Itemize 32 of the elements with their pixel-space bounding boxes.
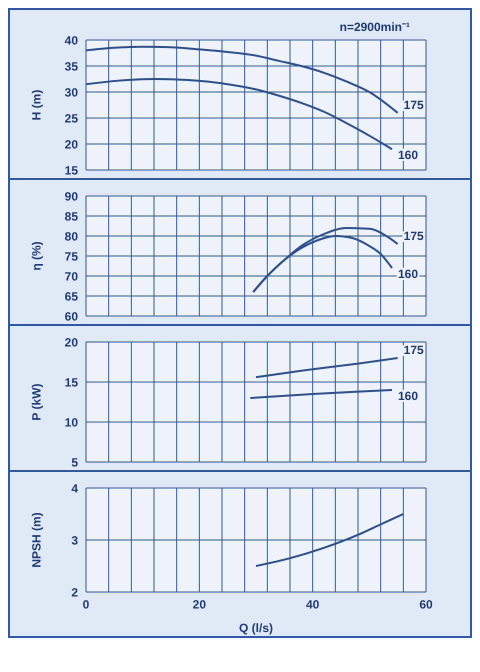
- x-tick-label: 40: [306, 598, 320, 612]
- y-tick-label: 4: [71, 481, 78, 496]
- y-tick-label: 60: [64, 309, 78, 324]
- y-tick-label: 10: [64, 415, 78, 430]
- y-tick-label: 3: [71, 533, 78, 548]
- y-tick-label: 15: [64, 375, 78, 390]
- x-tick-label: 60: [419, 598, 433, 612]
- x-tick-label: 20: [192, 598, 206, 612]
- y-tick-label: 15: [64, 163, 78, 178]
- y-axis-title: η (%): [29, 241, 44, 271]
- y-axis-title: P (kW): [29, 383, 44, 421]
- y-tick-label: 65: [64, 289, 78, 304]
- text: n=2900min⁻¹: [340, 19, 410, 35]
- y-tick-label: 70: [64, 269, 78, 284]
- y-tick-label: 2: [71, 585, 78, 600]
- y-tick-label: 25: [64, 111, 78, 126]
- y-tick-label: 20: [64, 335, 78, 350]
- y-tick-label: 85: [64, 209, 78, 224]
- y-axis-title: H (m): [29, 90, 44, 120]
- y-axis-title: NPSH (m): [29, 512, 44, 568]
- y-tick-label: 20: [64, 137, 78, 152]
- y-tick-label: 5: [71, 455, 78, 470]
- series-label: 175: [404, 98, 424, 112]
- y-tick-label: 40: [64, 33, 78, 48]
- y-tick-label: 30: [64, 85, 78, 100]
- y-tick-label: 80: [64, 229, 78, 244]
- y-tick-label: 75: [64, 249, 78, 264]
- x-tick-label: 0: [82, 598, 90, 612]
- y-tick-label: 90: [64, 189, 78, 204]
- x-axis-title: Q (l/s): [238, 621, 274, 635]
- series-label: 175: [404, 343, 424, 357]
- y-tick-label: 35: [64, 59, 78, 74]
